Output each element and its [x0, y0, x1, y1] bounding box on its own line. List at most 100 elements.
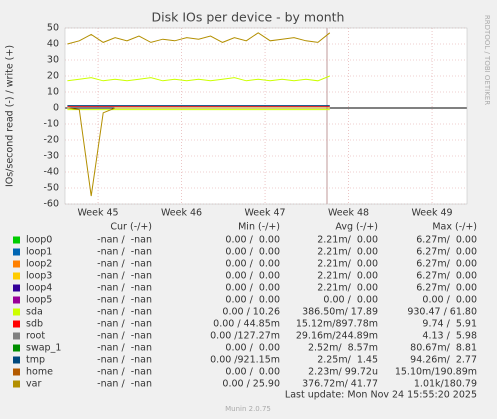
legend-min: 0.00 / 0.00 [225, 259, 280, 270]
legend-max: 0.00 / 0.00 [422, 295, 477, 306]
legend-max: 930.47 / 61.80 [407, 307, 477, 318]
legend-min: 0.00 / 0.00 [225, 367, 280, 378]
legend-max: 1.01k/180.79 [414, 379, 477, 390]
plot-frame [64, 27, 468, 205]
legend-min: 0.00 / 0.00 [225, 247, 280, 258]
y-tick-label: 40 [47, 39, 59, 50]
legend-name: sdb [26, 319, 43, 330]
legend-name: var [26, 379, 41, 390]
y-tick-label: -10 [43, 119, 59, 130]
legend-avg: 2.21m/ 0.00 [317, 247, 378, 258]
legend-avg: 386.50m/ 17.89 [302, 307, 378, 318]
x-tick-label: Week 46 [161, 208, 202, 219]
legend-swatch [13, 248, 20, 256]
y-tick-label: 50 [47, 23, 59, 34]
legend-header: Cur (-/+) [110, 222, 152, 233]
legend-swatch [13, 380, 20, 388]
plot [65, 27, 467, 205]
y-axis-label: IOs/second read (-) / write (+) [5, 45, 16, 187]
x-tick-label: Week 49 [411, 208, 452, 219]
legend-max: 6.27m/ 0.00 [416, 259, 477, 270]
legend-min: 0.00 / 25.90 [222, 379, 280, 390]
footer: Munin 2.0.75 [225, 405, 271, 413]
series-line [67, 75, 330, 82]
y-tick-label: -60 [43, 199, 59, 210]
y-tick-label: 20 [47, 71, 59, 82]
legend-avg: 2.52m/ 8.57m [308, 343, 378, 354]
y-tick-label: -40 [43, 167, 59, 178]
legend-swatch [13, 368, 20, 376]
legend-cur: -nan / -nan [97, 319, 152, 330]
legend-min: 0.00 / 0.00 [225, 235, 280, 246]
legend-min: 0.00 /921.15m [210, 355, 280, 366]
legend-cur: -nan / -nan [97, 283, 152, 294]
legend-max: 6.27m/ 0.00 [416, 247, 477, 258]
legend-min: 0.00 / 10.26 [222, 307, 280, 318]
legend-swatch [13, 356, 20, 364]
y-tick-label: -20 [43, 135, 59, 146]
legend-avg: 2.21m/ 0.00 [317, 271, 378, 282]
legend-cur: -nan / -nan [97, 379, 152, 390]
legend-swatch [13, 332, 20, 340]
legend-swatch [13, 296, 20, 304]
x-tick-label: Week 47 [244, 208, 285, 219]
legend-name: loop1 [26, 247, 52, 258]
legend-max: 4.13 / 5.98 [422, 331, 477, 342]
y-tick-label: 0 [53, 103, 59, 114]
legend-name: sda [26, 307, 43, 318]
legend-avg: 2.23m/ 99.72u [308, 367, 378, 378]
legend-header: Avg (-/+) [335, 222, 378, 233]
legend-avg: 376.72m/ 41.77 [302, 379, 378, 390]
legend-cur: -nan / -nan [97, 367, 152, 378]
y-tick-label: 10 [47, 87, 59, 98]
legend-swatch [13, 272, 20, 280]
legend-avg: 2.21m/ 0.00 [317, 235, 378, 246]
legend-avg: 15.12m/897.78m [296, 319, 378, 330]
legend-swatch [13, 260, 20, 268]
side-note: RRDTOOL / TOBI OETIKER [483, 15, 491, 105]
legend-min: 0.00 / 0.00 [225, 271, 280, 282]
legend-cur: -nan / -nan [97, 259, 152, 270]
chart-title: Disk IOs per device - by month [152, 10, 345, 25]
legend-cur: -nan / -nan [97, 271, 152, 282]
legend-max: 6.27m/ 0.00 [416, 283, 477, 294]
legend-name: loop4 [26, 283, 52, 294]
legend-swatch [13, 236, 20, 244]
legend-cur: -nan / -nan [97, 355, 152, 366]
y-tick-label: -30 [43, 151, 59, 162]
legend-cur: -nan / -nan [97, 307, 152, 318]
legend-cur: -nan / -nan [97, 343, 152, 354]
legend-max: 6.27m/ 0.00 [416, 235, 477, 246]
legend-cur: -nan / -nan [97, 235, 152, 246]
legend-max: 6.27m/ 0.00 [416, 271, 477, 282]
x-tick-label: Week 48 [328, 208, 369, 219]
legend-avg: 2.25m/ 1.45 [317, 355, 378, 366]
legend-name: loop5 [26, 295, 52, 306]
legend-header: Min (-/+) [238, 222, 280, 233]
legend-avg: 29.16m/244.89m [296, 331, 378, 342]
legend-name: root [26, 331, 45, 342]
legend-max: 9.74 / 5.91 [422, 319, 477, 330]
legend-min: 0.00 / 0.00 [225, 295, 280, 306]
legend-min: 0.00 / 0.00 [225, 343, 280, 354]
legend-avg: 2.21m/ 0.00 [317, 283, 378, 294]
y-tick-label: 30 [47, 55, 59, 66]
legend-max: 94.26m/ 2.77 [410, 355, 477, 366]
legend-name: tmp [26, 355, 45, 366]
last-update: Last update: Mon Nov 24 15:55:20 2025 [285, 390, 477, 401]
series-line [67, 32, 331, 45]
legend-min: 0.00 / 0.00 [225, 283, 280, 294]
legend-name: loop0 [26, 235, 52, 246]
legend-name: loop2 [26, 259, 52, 270]
legend-name: swap_1 [26, 343, 61, 354]
legend-min: 0.00 /127.27m [210, 331, 280, 342]
legend-header: Max (-/+) [432, 222, 477, 233]
legend-name: loop3 [26, 271, 52, 282]
legend-max: 15.10m/190.89m [395, 367, 477, 378]
legend-swatch [13, 308, 20, 316]
legend-cur: -nan / -nan [97, 295, 152, 306]
legend-cur: -nan / -nan [97, 247, 152, 258]
legend-cur: -nan / -nan [97, 331, 152, 342]
legend-name: home [26, 367, 53, 378]
